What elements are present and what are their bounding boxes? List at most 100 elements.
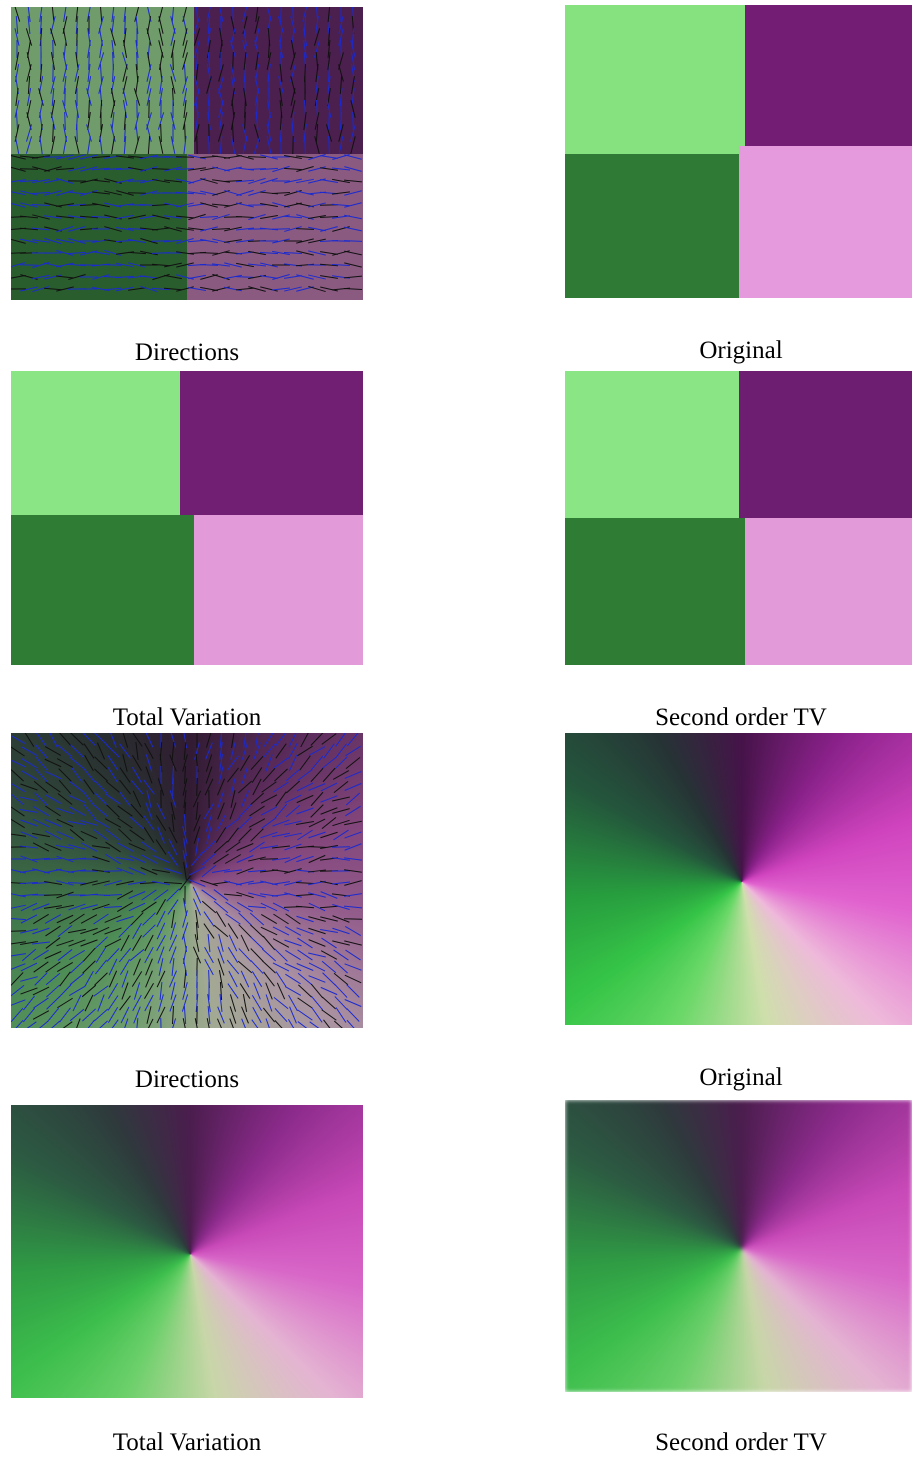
direction-stroke — [35, 744, 47, 757]
direction-stroke — [161, 124, 162, 142]
direction-stroke — [216, 911, 225, 926]
direction-stroke — [83, 804, 94, 818]
direction-stroke — [243, 40, 247, 57]
direction-stroke — [345, 950, 360, 960]
direction-stroke — [32, 192, 50, 193]
direction-stroke — [345, 975, 361, 983]
direction-overlay — [11, 733, 363, 1028]
direction-stroke — [212, 204, 230, 206]
direction-stroke — [296, 882, 314, 883]
direction-stroke — [184, 814, 185, 832]
direction-stroke — [170, 947, 176, 964]
direction-stroke — [11, 818, 25, 827]
direction-stroke — [254, 983, 261, 1000]
direction-stroke — [68, 883, 86, 884]
direction-stroke — [332, 847, 350, 848]
direction-stroke — [274, 758, 289, 769]
direction-stroke — [172, 814, 174, 832]
direction-stroke — [129, 892, 146, 899]
direction-stroke — [218, 124, 223, 141]
direction-stroke — [275, 804, 287, 818]
direction-stroke — [254, 136, 259, 153]
direction-stroke — [152, 228, 170, 230]
direction-stroke — [260, 881, 278, 885]
direction-stroke — [275, 733, 286, 746]
direction-stroke — [322, 997, 335, 1009]
direction-stroke — [147, 28, 151, 46]
direction-stroke — [212, 229, 230, 230]
direction-stroke — [84, 780, 94, 795]
direction-stroke — [97, 743, 104, 760]
direction-stroke — [263, 744, 275, 758]
direction-stroke — [131, 804, 143, 817]
direction-stroke — [16, 112, 17, 130]
direction-stroke — [11, 782, 25, 791]
direction-stroke — [240, 755, 249, 770]
direction-stroke — [71, 733, 84, 745]
direction-stroke — [70, 782, 84, 793]
caption: Second order TV — [561, 1428, 913, 1458]
direction-stroke — [272, 193, 290, 194]
direction-stroke — [323, 973, 336, 986]
direction-stroke — [332, 882, 350, 884]
direction-stroke — [263, 768, 275, 781]
direction-stroke — [267, 7, 272, 22]
direction-stroke — [261, 795, 277, 803]
direction-stroke — [214, 925, 228, 937]
direction-stroke — [119, 780, 130, 794]
direction-stroke — [63, 136, 66, 154]
direction-stroke — [106, 781, 120, 792]
direction-stroke — [11, 155, 26, 159]
direction-stroke — [185, 766, 186, 784]
direction-stroke — [300, 756, 311, 770]
direction-stroke — [108, 756, 118, 771]
direction-stroke — [100, 136, 102, 154]
direction-stroke — [85, 755, 94, 771]
direction-stroke — [11, 759, 25, 767]
direction-stroke — [276, 744, 286, 759]
direction-stroke — [57, 962, 72, 971]
direction-stroke — [21, 832, 38, 839]
direction-stroke — [230, 803, 236, 820]
direction-stroke — [347, 1020, 359, 1028]
direction-stroke — [56, 276, 74, 278]
direction-stroke — [208, 934, 210, 952]
direction-stroke — [58, 925, 72, 936]
direction-stroke — [111, 124, 115, 141]
direction-stroke — [11, 918, 26, 919]
direction-stroke — [324, 744, 335, 759]
direction-stroke — [316, 124, 317, 142]
direction-stroke — [21, 747, 37, 756]
direction-stroke — [320, 881, 338, 885]
direction-stroke — [26, 28, 31, 45]
direction-stroke — [172, 910, 175, 928]
direction-stroke — [232, 124, 233, 142]
direction-stroke — [20, 169, 38, 170]
direction-stroke — [46, 782, 61, 792]
caption: Total Variation — [7, 1428, 367, 1458]
direction-stroke — [296, 856, 313, 861]
direction-stroke — [145, 733, 153, 747]
direction-stroke — [132, 767, 141, 783]
direction-stroke — [136, 1018, 138, 1028]
direction-stroke — [321, 938, 336, 948]
direction-stroke — [296, 906, 314, 907]
direction-stroke — [140, 882, 158, 883]
direction-stroke — [49, 733, 57, 747]
direction-stroke — [152, 274, 169, 279]
direction-stroke — [44, 895, 62, 896]
direction-stroke — [309, 855, 325, 862]
direction-stroke — [108, 1007, 117, 1022]
direction-stroke — [20, 977, 37, 982]
direction-stroke — [345, 746, 360, 756]
direction-stroke — [21, 988, 38, 994]
direction-stroke — [224, 894, 242, 896]
direction-stroke — [167, 889, 180, 902]
direction-stroke — [107, 745, 120, 758]
direction-stroke — [340, 112, 341, 130]
direction-stroke — [152, 204, 170, 205]
direction-stroke — [83, 948, 95, 961]
direction-stroke — [320, 156, 338, 159]
direction-stroke — [120, 792, 131, 806]
direction-stroke — [129, 903, 145, 911]
